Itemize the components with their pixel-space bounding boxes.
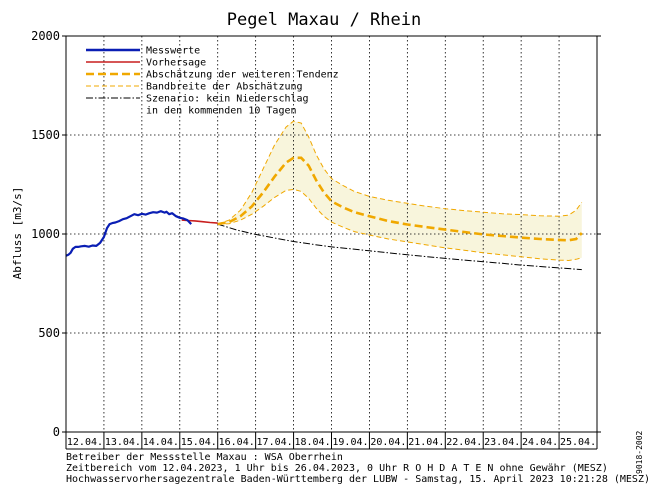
- x-tick-label: 20.04.: [370, 437, 406, 448]
- y-tick-label: 1500: [31, 128, 60, 142]
- x-tick-label: 12.04.: [67, 437, 103, 448]
- y-tick-label: 0: [53, 425, 60, 439]
- series-scenario-no-rain: [217, 223, 582, 271]
- footer-line-3: Hochwasservorhersagezentrale Baden-Württ…: [66, 474, 650, 485]
- legend-label: Abschätzung der weiteren Tendenz: [146, 70, 339, 81]
- x-tick-label: 17.04.: [257, 437, 293, 448]
- side-label: 9018-2002: [635, 430, 644, 474]
- y-axis-label: Abfluss [m3/s]: [11, 187, 24, 280]
- x-tick-label: 22.04.: [446, 437, 482, 448]
- series-trend-estimate: [217, 156, 583, 242]
- x-tick-label: 14.04.: [143, 437, 179, 448]
- legend-label: Bandbreite der Abschätzung: [146, 82, 303, 93]
- x-tick-label: 24.04.: [522, 437, 558, 448]
- x-tick-label: 13.04.: [105, 437, 141, 448]
- x-tick-label: 23.04.: [484, 437, 520, 448]
- legend-label: Vorhersage: [146, 58, 206, 69]
- legend-label: Szenario: kein Niederschlag: [146, 94, 309, 105]
- chart-title: Pegel Maxau / Rhein: [227, 10, 421, 30]
- y-tick-label: 500: [38, 326, 60, 340]
- series-band-upper: [217, 120, 583, 225]
- y-tick-label: 2000: [31, 29, 60, 43]
- legend-label: in den kommenden 10 Tagen: [146, 106, 297, 117]
- x-tick-label: 21.04.: [408, 437, 444, 448]
- footer-line-2: Zeitbereich vom 12.04.2023, 1 Uhr bis 26…: [66, 463, 608, 474]
- series-measured: [65, 210, 192, 257]
- x-tick-label: 25.04.: [560, 437, 596, 448]
- x-tick-label: 15.04.: [181, 437, 217, 448]
- plot-area: 0 500 1000 1500 2000 12.04. 13.04. 14.04. 15.04.…: [31, 29, 601, 450]
- x-tick-label: 16.04.: [219, 437, 255, 448]
- legend-label: Messwerte: [146, 46, 200, 57]
- footer-line-1: Betreiber der Messstelle Maxau : WSA Obe…: [66, 452, 343, 463]
- uncertainty-band-fill: [217, 121, 582, 261]
- x-tick-label: 19.04.: [332, 437, 368, 448]
- x-tick-label: 18.04.: [294, 437, 330, 448]
- series-band-lower: [217, 188, 582, 262]
- y-tick-label: 1000: [31, 227, 60, 241]
